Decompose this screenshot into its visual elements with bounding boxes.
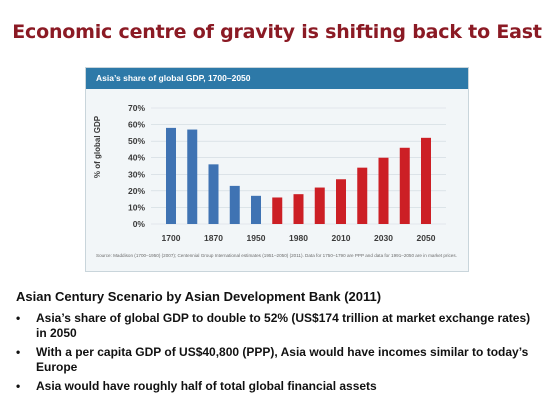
chart-header-bar: Asia’s share of global GDP, 1700–2050 (86, 68, 468, 89)
projection-bar (272, 197, 283, 224)
x-axis-ticks: 1700 1870 1950 1980 2010 2030 2050 (162, 233, 436, 243)
y-tick-label: 70% (128, 103, 145, 113)
x-tick-label: 1870 (204, 233, 223, 243)
bullet-point-icon: • (16, 345, 21, 359)
projection-bar (314, 187, 325, 224)
bullet-item: • With a per capita GDP of US$40,800 (PP… (16, 345, 544, 375)
scenario-heading: Asian Century Scenario by Asian Developm… (16, 289, 382, 304)
x-tick-label: 2010 (332, 233, 351, 243)
historical-bar (166, 127, 176, 224)
x-tick-label: 1700 (162, 233, 181, 243)
scenario-bullet-list: • Asia’s share of global GDP to double t… (16, 307, 544, 394)
projection-bar (336, 179, 346, 224)
slide-title: Economic centre of gravity is shifting b… (12, 21, 542, 43)
y-axis-ticks: 0% 10% 20% 30% 40% 50% 60% 70% (128, 103, 145, 229)
y-tick-label: 20% (128, 186, 145, 196)
y-tick-label: 10% (128, 202, 145, 212)
y-tick-label: 40% (128, 153, 145, 163)
historical-bar (208, 164, 219, 224)
chart-source-note: Source: Maddison (1700–1950) (2007); Cen… (96, 253, 457, 258)
y-tick-label: 30% (128, 169, 145, 179)
x-tick-label: 1980 (289, 233, 308, 243)
bullet-text: Asia would have roughly half of total gl… (36, 379, 377, 393)
x-tick-label: 1950 (247, 233, 266, 243)
bar-chart: 0% 10% 20% 30% 40% 50% 60% 70% 1700 1870 1950 1980… (93, 103, 446, 243)
bars (166, 127, 431, 224)
bullet-text: Asia’s share of global GDP to double to … (36, 311, 531, 340)
y-tick-label: 50% (128, 136, 145, 146)
bullet-point-icon: • (16, 311, 21, 325)
bullet-item: • Asia would have roughly half of total … (16, 379, 544, 394)
historical-bar (229, 185, 240, 224)
historical-bar (187, 129, 198, 224)
bullet-text: With a per capita GDP of US$40,800 (PPP)… (36, 345, 529, 374)
chart-title: Asia’s share of global GDP, 1700–2050 (96, 73, 251, 83)
projection-bar (421, 137, 431, 224)
chart-card: Asia’s share of global GDP, 1700–2050 0%… (85, 67, 469, 272)
x-tick-label: 2030 (374, 233, 393, 243)
y-axis-label: % of global GDP (93, 115, 102, 178)
gridlines (151, 107, 446, 225)
bullet-point-icon: • (16, 379, 21, 393)
x-tick-label: 2050 (417, 233, 436, 243)
y-tick-label: 60% (128, 120, 145, 130)
projection-bar (378, 157, 389, 224)
bullet-item: • Asia’s share of global GDP to double t… (16, 311, 544, 341)
y-tick-label: 0% (133, 219, 146, 229)
historical-bar (251, 195, 261, 224)
projection-bar (399, 147, 410, 224)
projection-bar (357, 167, 368, 224)
projection-bar (293, 194, 304, 224)
